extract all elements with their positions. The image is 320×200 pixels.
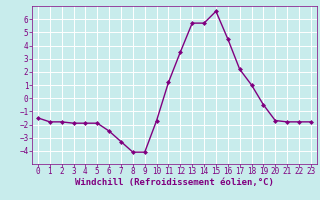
X-axis label: Windchill (Refroidissement éolien,°C): Windchill (Refroidissement éolien,°C) <box>75 178 274 187</box>
